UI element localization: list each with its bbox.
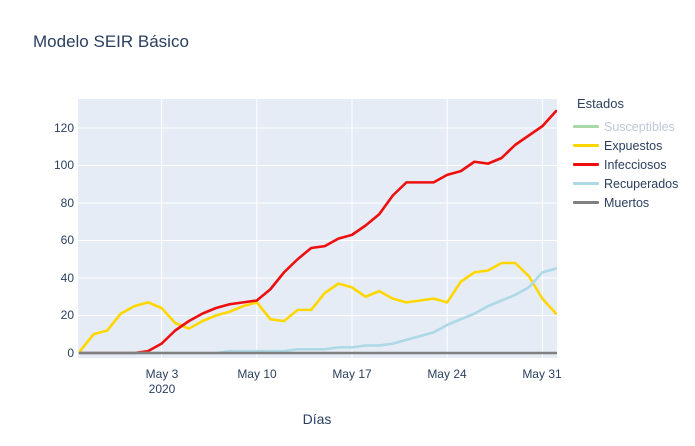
legend-item-expuestos[interactable]: Expuestos bbox=[573, 136, 678, 155]
y-tick-120: 120 bbox=[53, 121, 74, 135]
chart-title: Modelo SEIR Básico bbox=[33, 32, 189, 51]
legend-item-muertos[interactable]: Muertos bbox=[573, 193, 678, 212]
muertos-line-swatch bbox=[573, 201, 599, 204]
legend-label: Muertos bbox=[604, 195, 650, 210]
y-tick-20: 20 bbox=[60, 308, 74, 322]
y-tick-80: 80 bbox=[60, 196, 74, 210]
legend-item-susceptibles[interactable]: Susceptibles bbox=[573, 117, 678, 136]
y-tick-60: 60 bbox=[60, 233, 74, 247]
expuestos-line-swatch bbox=[573, 144, 599, 147]
y-tick-0: 0 bbox=[67, 346, 74, 360]
recuperados-line-swatch bbox=[573, 182, 599, 185]
series-canvas bbox=[78, 99, 557, 358]
x-tick-may10: May 10 bbox=[237, 367, 277, 381]
x-tick-may24: May 24 bbox=[427, 367, 467, 381]
legend-label: Recuperados bbox=[604, 176, 679, 191]
plot-area[interactable] bbox=[78, 99, 557, 358]
x-tick-year: 2020 bbox=[148, 382, 176, 396]
y-tick-40: 40 bbox=[60, 271, 74, 285]
x-tick-may3: May 3 2020 bbox=[127, 367, 197, 397]
legend-item-infecciosos[interactable]: Infecciosos bbox=[573, 155, 678, 174]
legend-label: Infecciosos bbox=[604, 157, 667, 172]
x-axis-title: Días bbox=[302, 411, 332, 427]
x-tick-may17: May 17 bbox=[332, 367, 372, 381]
legend-label: Susceptibles bbox=[604, 119, 675, 134]
y-tick-100: 100 bbox=[53, 158, 74, 172]
legend-label: Expuestos bbox=[604, 138, 663, 153]
susceptibles-line-swatch bbox=[573, 125, 599, 128]
x-tick-may31: May 31 bbox=[522, 367, 562, 381]
infecciosos-line-swatch bbox=[573, 163, 599, 166]
legend-title: Estados bbox=[577, 96, 624, 111]
legend: Estados Susceptibles Expuestos Infeccios… bbox=[573, 96, 678, 212]
legend-item-recuperados[interactable]: Recuperados bbox=[573, 174, 678, 193]
